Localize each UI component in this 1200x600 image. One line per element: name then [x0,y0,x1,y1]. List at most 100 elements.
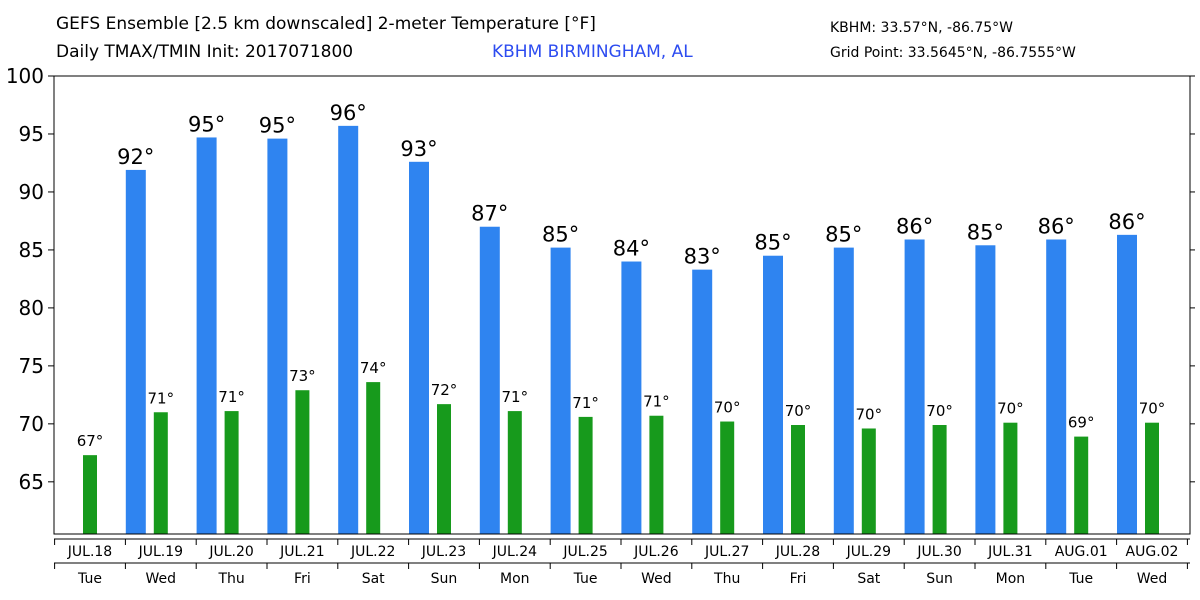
tmax-value-label: 85° [825,223,862,247]
x-date-label: JUL.27 [704,544,749,560]
tmax-bar [1046,239,1067,535]
station-name: KBHM BIRMINGHAM, AL [492,42,693,62]
x-date-label: JUL.25 [562,544,607,560]
chart-title: GEFS Ensemble [2.5 km downscaled] 2-mete… [56,14,596,34]
tmin-value-label: 70° [997,400,1024,418]
tmax-bar [1117,234,1137,534]
tmax-value-label: 83° [684,245,721,269]
tmin-bar [1074,436,1089,534]
tmin-bar [83,455,97,534]
tmax-bar [267,138,288,534]
x-date-label: JUL.24 [492,544,538,560]
tmax-value-label: 86° [1108,210,1145,234]
tmin-value-label: 71° [148,389,175,407]
tmin-value-label: 72° [431,381,458,399]
tmin-bar [791,425,805,534]
x-date-label: AUG.01 [1055,544,1108,560]
tmax-value-label: 92° [117,145,154,169]
y-tick-label: 85 [19,238,44,262]
tmin-value-label: 67° [77,432,104,450]
x-weekday-label: Sat [362,571,385,587]
tmin-bar [153,412,168,534]
y-tick-label: 75 [19,354,44,378]
tmin-bar [1003,422,1018,534]
tmax-bar [763,255,783,535]
tmin-value-label: 70° [1139,400,1166,418]
x-weekday-label: Tue [573,571,598,587]
x-weekday-label: Tue [77,571,102,587]
tmin-value-label: 70° [926,402,953,420]
tmax-bar [479,226,500,534]
x-date-label: JUL.22 [350,544,395,560]
tmax-bar [692,269,713,534]
x-date-label: JUL.23 [421,544,466,560]
tmin-value-label: 70° [714,399,741,417]
tmax-value-label: 84° [613,237,650,261]
tmax-value-label: 87° [471,202,508,226]
y-tick-label: 90 [19,180,44,204]
x-weekday-label: Fri [790,571,807,587]
tmin-bar [1145,422,1159,534]
tmax-value-label: 85° [754,231,791,255]
y-tick-label: 80 [19,296,44,320]
tmax-value-label: 85° [542,223,579,247]
tmax-bar [904,239,925,535]
tmin-bar [649,415,664,534]
x-weekday-label: Wed [641,571,672,587]
chart-subtitle: Daily TMAX/TMIN Init: 2017071800 [56,42,354,62]
tmin-value-label: 71° [502,388,529,406]
x-weekday-label: Mon [996,571,1026,587]
x-weekday-label: Sun [926,571,953,587]
tmax-bar [550,247,571,535]
y-tick-label: 95 [19,122,44,146]
x-weekday-label: Thu [217,571,244,587]
tmax-value-label: 86° [1038,214,1075,238]
x-date-label: JUL.19 [138,544,183,560]
x-date-label: JUL.28 [775,544,820,560]
tmax-bar [975,245,996,534]
tmin-bar [295,390,310,534]
x-weekday-label: Wed [146,571,177,587]
y-tick-label: 70 [19,412,44,436]
x-date-label: JUL.29 [846,544,891,560]
tmin-bar [507,411,522,534]
x-date-label: JUL.26 [633,544,679,560]
plot-frame [53,75,1191,535]
tmax-bar [621,261,642,534]
y-tick-label: 65 [19,470,44,494]
x-date-label: JUL.20 [208,544,253,560]
grid-point-coordinates: Grid Point: 33.5645°N, -86.7555°W [830,45,1076,61]
tmin-bar [437,404,451,534]
tmin-bar [720,421,735,534]
tmin-value-label: 71° [572,394,599,412]
tmin-value-label: 74° [360,359,387,377]
tmin-bar [932,425,947,534]
tmax-value-label: 93° [400,137,437,161]
tmax-bar [833,247,854,535]
x-date-label: AUG.02 [1126,544,1179,560]
x-weekday-label: Sat [857,571,880,587]
station-coordinates: KBHM: 33.57°N, -86.75°W [830,20,1013,36]
x-weekday-label: Tue [1068,571,1093,587]
x-weekday-label: Sun [431,571,458,587]
tmin-value-label: 70° [856,405,883,423]
tmin-value-label: 71° [643,393,670,411]
tmax-value-label: 95° [188,112,225,136]
x-date-label: JUL.18 [67,544,112,560]
x-date-label: JUL.30 [916,544,961,560]
tmin-bar [578,416,593,534]
tmax-bar [338,125,359,535]
tmax-bar [125,169,146,534]
tmin-bar [224,411,239,534]
tmax-value-label: 95° [259,114,296,138]
chart-header: GEFS Ensemble [2.5 km downscaled] 2-mete… [0,0,1200,66]
y-tick-label: 100 [6,64,44,88]
tmax-bar [409,161,429,534]
tmin-bar [861,428,876,534]
tmin-value-label: 71° [218,388,245,406]
tmax-bar [196,137,217,534]
x-weekday-label: Thu [713,571,740,587]
tmax-value-label: 96° [330,101,367,125]
tmin-value-label: 70° [785,402,812,420]
